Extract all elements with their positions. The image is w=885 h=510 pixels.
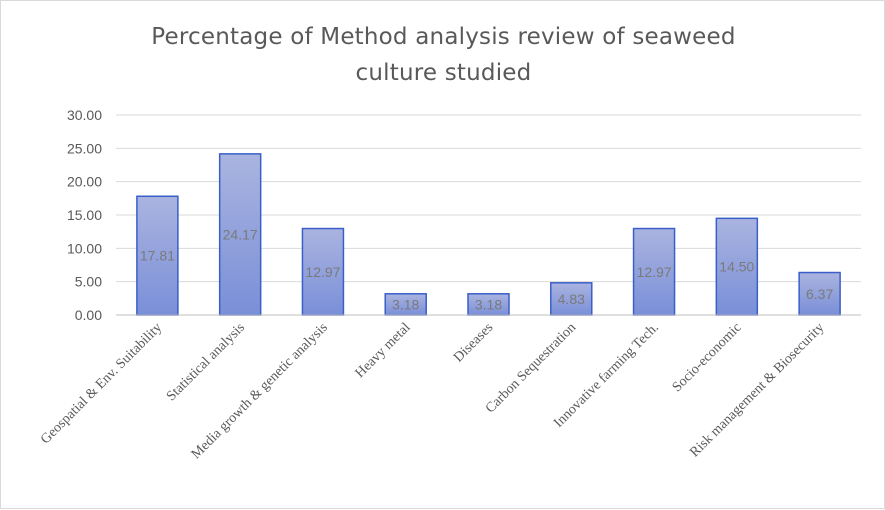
data-label: 4.83 [558, 291, 585, 307]
y-tick-label: 15.00 [67, 207, 102, 223]
bar [632, 227, 676, 316]
chart-title-line-2: culture studied [355, 60, 532, 86]
x-category-label: Carbon Sequestration [483, 320, 579, 416]
data-label: 3.18 [392, 296, 419, 312]
data-label: 14.50 [719, 259, 754, 275]
data-label: 12.97 [637, 264, 672, 280]
bar [715, 217, 759, 316]
data-label: 24.17 [223, 226, 258, 242]
x-category-label: Statistical analysis [164, 320, 248, 404]
y-tick-label: 25.00 [67, 140, 102, 156]
y-tick-label: 30.00 [67, 107, 102, 123]
chart-title: Percentage of Method analysis review of … [101, 19, 786, 91]
y-tick-label: 5.00 [75, 274, 102, 290]
data-label: 12.97 [305, 264, 340, 280]
y-tick-label: 10.00 [67, 240, 102, 256]
bar [550, 282, 593, 316]
y-tick-label: 20.00 [67, 174, 102, 190]
data-label: 3.18 [475, 296, 502, 312]
y-tick-label: 0.00 [75, 307, 102, 323]
chart-title-line-1: Percentage of Method analysis review of … [151, 24, 736, 50]
data-label: 6.37 [806, 286, 833, 302]
x-category-label: Risk management & Biosecurity [687, 320, 827, 460]
x-category-label: Socio-economic [670, 320, 745, 395]
x-category-label: Media growth & genetic analysis [189, 320, 331, 462]
data-label: 17.81 [140, 248, 175, 264]
x-category-label: Heavy metal [353, 320, 414, 381]
x-category-label: Geospatial & Env. Suitability [38, 320, 165, 447]
bar [301, 227, 345, 316]
x-category-label: Diseases [451, 320, 496, 365]
bar [136, 195, 179, 316]
